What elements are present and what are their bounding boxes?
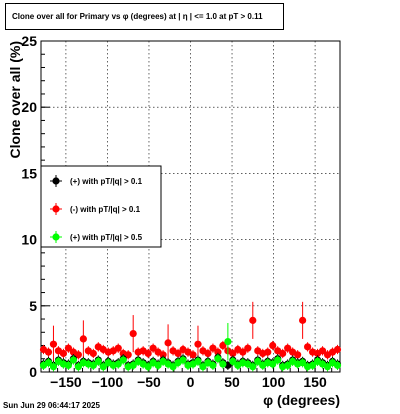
data-point <box>129 361 137 369</box>
data-point <box>49 363 58 371</box>
data-point <box>119 356 127 364</box>
data-point <box>94 357 102 366</box>
data-point <box>299 359 307 367</box>
data-point <box>204 349 212 358</box>
data-point <box>74 351 82 359</box>
data-point <box>279 349 287 358</box>
data-point <box>244 344 252 352</box>
data-point <box>149 344 157 352</box>
legend-box <box>40 165 162 248</box>
data-point <box>249 316 257 324</box>
data-point <box>179 356 187 364</box>
x-tick-label: 0 <box>187 374 195 390</box>
data-point <box>219 341 227 350</box>
data-point <box>89 361 97 369</box>
y-tick-label: 20 <box>21 99 37 115</box>
data-point <box>254 357 262 366</box>
data-point <box>199 363 207 371</box>
data-point <box>249 363 257 371</box>
legend-marker <box>52 233 60 241</box>
data-point <box>299 316 307 324</box>
series-2 <box>39 323 342 372</box>
data-point <box>333 345 342 354</box>
data-point <box>49 340 58 348</box>
x-tick-label: 100 <box>262 374 286 390</box>
y-axis-label: Clone over all (%) <box>7 41 23 158</box>
data-point <box>214 348 222 356</box>
data-point <box>269 360 277 368</box>
data-point <box>114 360 122 368</box>
data-point <box>304 343 312 351</box>
data-point <box>264 348 272 356</box>
y-tick-label: 10 <box>21 232 37 248</box>
legend-label: (-) with pT/|q| > 0.1 <box>70 205 141 214</box>
x-tick-label: −100 <box>92 374 124 390</box>
data-point <box>44 348 53 356</box>
legend-entry: (-) with pT/|q| > 0.1 <box>50 203 141 215</box>
x-axis-label: φ (degrees) <box>263 392 340 408</box>
timestamp: Sun Jun 29 06:44:17 2025 <box>3 401 100 410</box>
x-tick-label: 150 <box>303 374 327 390</box>
y-tick-label-zero: 0 <box>29 364 37 380</box>
data-point <box>144 349 152 358</box>
data-point <box>144 363 152 371</box>
data-point <box>239 348 247 356</box>
legend-marker <box>52 177 60 185</box>
data-point <box>169 363 177 371</box>
data-point <box>69 356 77 364</box>
data-point <box>159 351 167 359</box>
data-point <box>219 360 227 368</box>
data-point <box>74 363 82 371</box>
data-point <box>194 340 202 348</box>
data-point <box>154 361 162 369</box>
data-point <box>318 347 327 355</box>
data-point <box>333 361 342 369</box>
data-point <box>284 344 292 352</box>
data-point <box>189 351 197 359</box>
data-point <box>174 349 182 358</box>
data-point <box>323 363 332 371</box>
data-point <box>99 363 107 371</box>
legend-label: (+) with pT/|q| > 0.5 <box>70 233 143 242</box>
x-tick-label: 50 <box>224 374 240 390</box>
x-tick-label: −50 <box>137 374 161 390</box>
data-point <box>229 349 237 358</box>
data-point <box>129 330 137 338</box>
data-point <box>164 339 172 347</box>
series-1 <box>39 301 342 363</box>
data-point <box>64 344 73 352</box>
data-point <box>269 341 277 350</box>
data-point <box>64 361 73 369</box>
data-point <box>229 357 237 366</box>
y-tick-label: 15 <box>21 165 37 181</box>
data-point <box>274 356 282 364</box>
data-point <box>114 344 122 352</box>
data-point <box>124 351 132 359</box>
legend-entry: (+) with pT/|q| > 0.5 <box>50 231 143 243</box>
data-point <box>308 361 317 369</box>
data-marks <box>39 301 342 372</box>
chart-title-box: Clone over all for Primary vs φ (degrees… <box>5 3 284 30</box>
data-point <box>79 335 87 343</box>
data-point <box>224 337 232 346</box>
legend: (+) with pT/|q| > 0.1 (-) with pT/|q| > 0… <box>40 165 162 248</box>
data-point <box>214 355 222 363</box>
y-tick-label: 25 <box>21 33 37 49</box>
data-point <box>59 349 68 358</box>
chart-title: Clone over all for Primary vs φ (degrees… <box>12 12 263 21</box>
data-point <box>209 344 217 352</box>
data-point <box>44 359 53 367</box>
data-point <box>284 361 292 369</box>
y-tick-label: 5 <box>29 298 37 314</box>
legend-marker <box>52 205 60 213</box>
data-point <box>294 351 302 359</box>
legend-label: (+) with pT/|q| > 0.1 <box>70 177 143 186</box>
data-point <box>194 357 202 366</box>
x-tick-label: −150 <box>50 374 82 390</box>
data-point <box>89 349 97 358</box>
legend-entry: (+) with pT/|q| > 0.1 <box>50 175 143 187</box>
axes: −150 −100 −50 0 50 100 150 5 10 15 20 25 0 <box>21 33 341 390</box>
data-point <box>209 361 217 369</box>
